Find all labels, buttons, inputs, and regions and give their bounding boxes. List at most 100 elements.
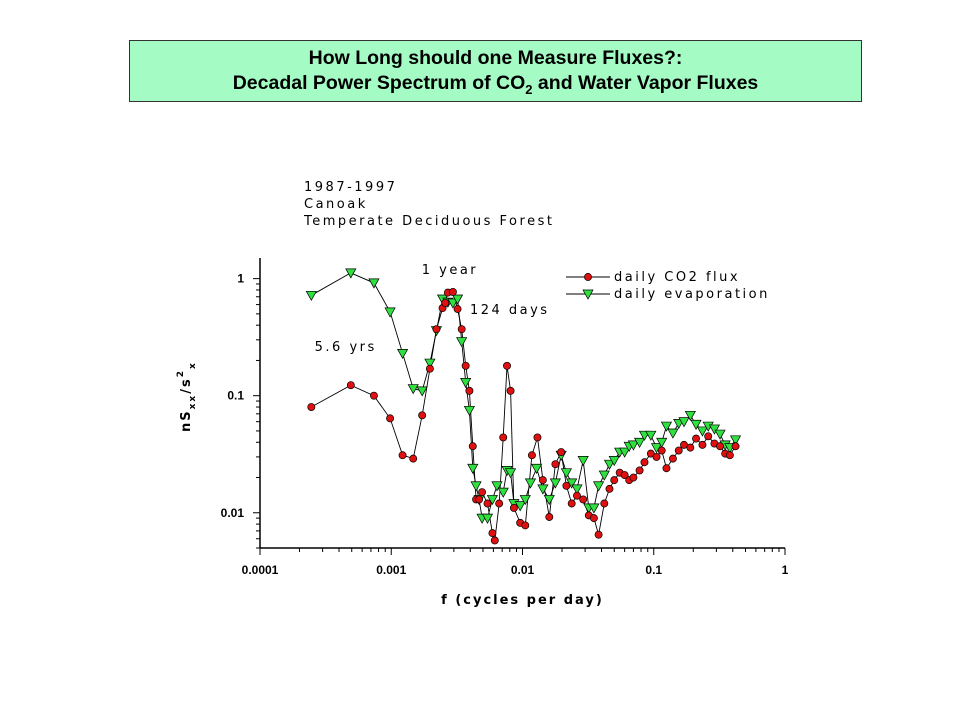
y-tick-label: 0.1 [227,389,244,403]
data-point [598,470,610,481]
x-tick-label: 1 [782,563,789,577]
data-point [716,442,725,451]
info-text-line: Canoak [304,197,368,212]
data-point [465,386,474,395]
data-point [533,433,542,442]
data-point [692,434,700,443]
data-point [579,495,588,504]
data-point [475,495,484,504]
data-point [686,443,695,452]
data-point [398,451,407,460]
data-point [457,325,466,334]
x-axis-label: f (cycles per day) [441,593,604,608]
slide-title-line2-post: and Water Vapor Fluxes [532,72,759,94]
series-layer [305,268,742,545]
data-point [603,459,616,470]
legend-label: daily CO2 flux [614,270,740,285]
x-tick-label: 0.0001 [242,563,279,577]
data-point [652,452,661,461]
info-block: 1987-1997 Canoak Temperate Deciduous Fores… [303,180,554,229]
data-point [620,471,629,479]
y-label-mid: /s [179,377,194,394]
data-point [729,435,742,446]
data-point [463,405,476,417]
data-point [549,478,561,489]
data-point [491,481,503,492]
data-point [657,446,666,455]
data-point [605,484,614,493]
data-point [589,514,598,523]
data-point [527,451,536,460]
data-point [640,458,649,467]
info-text-line: 1987-1997 [304,180,397,195]
data-point [660,421,673,432]
y-label-sup: 2 [176,369,186,377]
legend: daily CO2 flux daily evaporation [566,270,770,302]
x-tick-label: 0.001 [376,563,406,577]
data-point [608,456,620,467]
data-point [573,491,581,500]
data-point [503,361,511,370]
data-point [486,495,499,506]
data-point [731,442,740,451]
data-point [453,305,462,313]
data-point [478,488,487,497]
data-point [499,433,508,442]
data-point [481,513,494,524]
data-point [725,451,734,460]
data-point [409,454,418,463]
data-point [384,307,396,318]
data-point [668,454,677,463]
data-point [447,298,459,309]
y-label-base: nS [179,409,194,432]
data-point [416,386,428,397]
data-point [678,417,690,428]
data-point [524,478,537,489]
data-point [345,268,357,279]
data-point [368,278,380,289]
data-point [667,428,679,439]
y-axis-label: nSxx/s2x [176,361,198,432]
data-point [514,501,526,512]
data-point [690,419,702,430]
data-point [424,358,436,369]
x-tick-label: 0.01 [511,563,535,577]
y-label-sub2: x [188,361,198,369]
data-point [396,348,409,360]
data-point [588,503,600,514]
data-point [629,473,638,482]
x-tick-label: 0.1 [645,563,662,577]
data-point [543,495,555,506]
legend-label: daily evaporation [614,287,770,302]
data-point [490,536,499,545]
data-point [560,468,572,479]
title-box: How Long should one Measure Fluxes?: Dec… [129,40,862,102]
data-point [635,466,644,475]
data-point [467,463,479,474]
data-point [704,432,713,441]
data-point [633,437,646,448]
series-co2-flux-points [307,287,740,545]
data-point [441,298,450,307]
data-point [684,410,696,422]
data-point [519,495,531,506]
data-point [674,446,683,455]
data-point [571,484,583,495]
annotation-label: 1 year [422,263,478,278]
data-point [497,487,509,498]
data-point [488,529,497,538]
data-point [521,521,530,530]
info-text-line: Temperate Deciduous Forest [303,214,554,229]
data-point [432,325,441,334]
data-point [460,377,472,389]
y-tick-label: 1 [237,272,244,286]
data-point [468,442,477,451]
slide-title-subscript: 2 [525,81,533,97]
data-point [369,391,378,400]
data-point [407,384,419,395]
data-point [557,448,566,457]
data-point [537,484,549,495]
slide-title-line1: How Long should one Measure Fluxes?: [308,47,683,69]
data-point [545,513,554,521]
